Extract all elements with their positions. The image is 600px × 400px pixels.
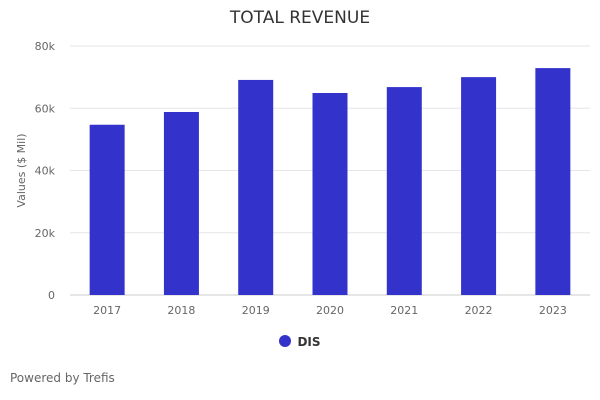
legend-label: DIS: [297, 335, 321, 349]
bar-2022: [461, 77, 497, 295]
y-tick-label: 80k: [35, 40, 56, 53]
x-tick-label: 2017: [93, 304, 121, 317]
x-tick-label: 2021: [390, 304, 418, 317]
x-tick-label: 2022: [465, 304, 493, 317]
bar-2020: [312, 92, 348, 295]
y-tick-label: 0: [48, 289, 55, 302]
bar-2017: [89, 124, 125, 295]
x-tick-label: 2023: [539, 304, 567, 317]
x-tick-label: 2018: [167, 304, 195, 317]
y-axis-label: Values ($ Mil): [15, 133, 28, 207]
x-tick-label: 2020: [316, 304, 344, 317]
x-tick-label: 2019: [242, 304, 270, 317]
y-tick-label: 60k: [35, 102, 56, 115]
chart-title: TOTAL REVENUE: [229, 8, 371, 28]
bar-2018: [163, 111, 199, 295]
powered-by-credit[interactable]: Powered by Trefis: [10, 371, 115, 385]
bar-2021: [386, 87, 422, 296]
legend[interactable]: DIS: [0, 335, 600, 349]
legend-marker-icon: [279, 335, 292, 347]
bar-2023: [535, 68, 571, 295]
y-tick-label: 40k: [35, 165, 56, 178]
y-tick-label: 20k: [35, 227, 56, 240]
bar-2019: [238, 79, 274, 296]
